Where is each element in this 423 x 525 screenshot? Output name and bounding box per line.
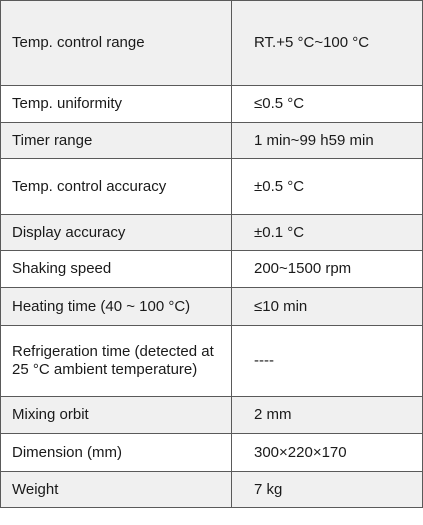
- table-row: Timer range 1 min~99 h59 min: [0, 122, 423, 159]
- table-row: Temp. control range RT.+5 °C~100 °C: [0, 0, 423, 86]
- table-row: Refrigeration time (detected at 25 °C am…: [0, 325, 423, 397]
- spec-label: Refrigeration time (detected at 25 °C am…: [0, 325, 232, 397]
- table-row: Shaking speed 200~1500 rpm: [0, 250, 423, 288]
- table-row: Display accuracy ±0.1 °C: [0, 214, 423, 251]
- spec-label: Temp. control range: [0, 0, 232, 86]
- spec-label: Weight: [0, 471, 232, 508]
- spec-value: 300×220×170: [231, 433, 423, 472]
- spec-value: 200~1500 rpm: [231, 250, 423, 288]
- spec-label: Temp. control accuracy: [0, 158, 232, 215]
- spec-label: Mixing orbit: [0, 396, 232, 434]
- table-row: Dimension (mm) 300×220×170: [0, 433, 423, 472]
- spec-value: RT.+5 °C~100 °C: [231, 0, 423, 86]
- spec-label: Display accuracy: [0, 214, 232, 251]
- spec-label: Shaking speed: [0, 250, 232, 288]
- spec-value: ±0.1 °C: [231, 214, 423, 251]
- table-row: Temp. control accuracy ±0.5 °C: [0, 158, 423, 215]
- spec-value: ≤0.5 °C: [231, 85, 423, 123]
- spec-value: ≤10 min: [231, 287, 423, 326]
- table-row: Temp. uniformity ≤0.5 °C: [0, 85, 423, 123]
- table-row: Mixing orbit 2 mm: [0, 396, 423, 434]
- spec-value: 7 kg: [231, 471, 423, 508]
- spec-label: Timer range: [0, 122, 232, 159]
- spec-label: Temp. uniformity: [0, 85, 232, 123]
- spec-label: Dimension (mm): [0, 433, 232, 472]
- spec-value: 2 mm: [231, 396, 423, 434]
- spec-value: ----: [231, 325, 423, 397]
- spec-label: Heating time (40 ~ 100 °C): [0, 287, 232, 326]
- spec-value: 1 min~99 h59 min: [231, 122, 423, 159]
- specification-table: Temp. control range RT.+5 °C~100 °C Temp…: [0, 0, 423, 508]
- spec-value: ±0.5 °C: [231, 158, 423, 215]
- table-row: Heating time (40 ~ 100 °C) ≤10 min: [0, 287, 423, 326]
- table-row: Weight 7 kg: [0, 471, 423, 508]
